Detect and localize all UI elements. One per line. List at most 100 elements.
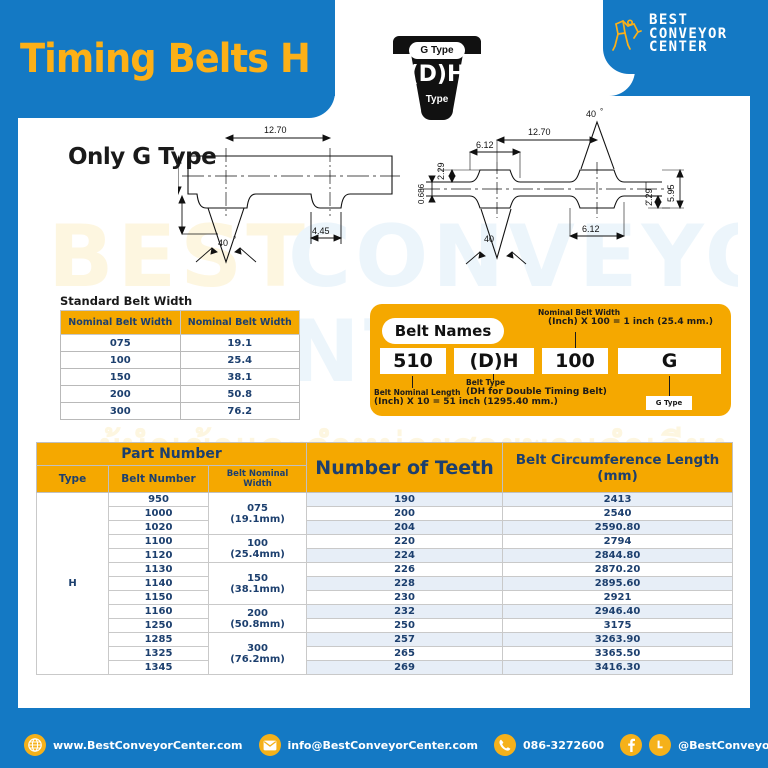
standard-belt-width-table: Nominal Belt Width Nominal Belt Width 07… [60, 310, 300, 420]
note-g-type: G Type [646, 396, 692, 410]
nominal-width-mm: (25.4mm) [230, 548, 285, 560]
conveyor-figure-icon [612, 19, 642, 51]
belt-profile-diagram-single: 12.70 2.30 2.29 40 ° [178, 125, 400, 264]
line-icon[interactable] [649, 734, 672, 756]
std-cell-code: 100 [60, 351, 181, 369]
table-row: 1345 269 3416.30 [37, 660, 734, 675]
cell-belt-number: 1285 [108, 632, 209, 647]
leader-type [493, 374, 494, 380]
std-cell-mm: 19.1 [179, 334, 300, 352]
std-cell-mm: 50.8 [179, 385, 300, 403]
cell-number-of-teeth: 265 [306, 646, 504, 661]
leader-width [575, 332, 576, 348]
std-cell-mm: 76.2 [179, 402, 300, 420]
std-cell-code: 075 [60, 334, 181, 352]
table-row: 1100 100 (25.4mm) 220 2794 [37, 534, 734, 563]
note-belt-type: Belt Type (DH for Double Timing Belt) [466, 378, 607, 399]
cell-belt-number: 1120 [108, 548, 209, 563]
std-th-nominal-mm: Nominal Belt Width [179, 310, 300, 335]
logo-line-1: BEST [649, 12, 689, 28]
cell-circumference: 2413 [502, 492, 734, 507]
std-cell-code: 200 [60, 385, 181, 403]
cell-number-of-teeth: 204 [306, 520, 504, 535]
nominal-width-code: 200 [247, 607, 268, 619]
dim-depth-bottom-label: 2.29 [644, 188, 654, 206]
belt-specification-table: Part Number Number of Teeth Belt Circumf… [35, 442, 734, 675]
main-table-body: H 950 075 (19.1mm) 190 2413 1000 200 2540 1020 204… [36, 492, 734, 675]
nominal-width-mm: (76.2mm) [230, 653, 285, 665]
dim-angle-degree: ° [233, 235, 236, 244]
std-cell-mm: 38.1 [179, 368, 300, 386]
std-table-row: 150 38.1 [60, 368, 300, 386]
nominal-width-mm: (50.8mm) [230, 618, 285, 630]
belt-name-part-type: (D)H [454, 348, 534, 374]
logo-text: BEST CONVEYOR CENTER [649, 12, 728, 55]
cell-belt-number: 1150 [108, 590, 209, 605]
content-sheet: BEST CONVEYOR CENTER ผู้นำเข้าและจำหน่าย… [18, 96, 750, 708]
dim-pitch-right-label: 12.70 [528, 127, 551, 137]
note-nominal-length: Belt Nominal Length (Inch) X 10 = 51 inc… [374, 388, 558, 409]
main-table-wrapper: Part Number Number of Teeth Belt Circumf… [35, 442, 734, 675]
cell-number-of-teeth: 232 [306, 604, 504, 619]
th-part-number-group: Part Number [35, 442, 308, 466]
footer-email[interactable]: info@BestConveyorCenter.com [287, 738, 479, 752]
cell-nominal-width: 150 (38.1mm) [207, 562, 308, 605]
table-row: 1000 200 2540 [37, 506, 734, 521]
leader-length [412, 376, 413, 388]
page-header: Timing Belts H G Type (D)H Type [0, 0, 768, 120]
cell-number-of-teeth: 224 [306, 548, 504, 563]
cell-circumference: 2895.60 [502, 576, 734, 591]
cell-belt-number: 1160 [108, 604, 209, 619]
cell-belt-number: 1325 [108, 646, 209, 661]
footer-website[interactable]: www.BestConveyorCenter.com [53, 738, 243, 752]
cell-number-of-teeth: 230 [306, 590, 504, 605]
cell-number-of-teeth: 228 [306, 576, 504, 591]
cell-circumference: 3263.90 [502, 632, 734, 647]
std-table-header-row: Nominal Belt Width Nominal Belt Width [60, 310, 300, 335]
cell-nominal-width: 300 (76.2mm) [207, 632, 308, 675]
table-row: 1140 228 2895.60 [37, 576, 734, 591]
std-table-row: 075 19.1 [60, 334, 300, 352]
title-block: Timing Belts H [0, 0, 335, 118]
belt-type-badge: G Type (D)H Type [393, 32, 481, 122]
main-table-sub-header-row: Type Belt Number Belt Nominal Width [36, 465, 733, 493]
cell-circumference: 2946.40 [502, 604, 734, 619]
footer-social[interactable]: @BestConveyorCenter [678, 738, 768, 752]
phone-icon [494, 734, 517, 756]
cell-circumference: 2540 [502, 506, 734, 521]
cell-circumference: 2870.20 [502, 562, 734, 577]
cell-belt-number: 1345 [108, 660, 209, 675]
dim-angle-bottom-label: 40 [484, 234, 494, 244]
header-blue-right-panel [603, 0, 768, 74]
std-table-row: 200 50.8 [60, 385, 300, 403]
belt-name-part-length: 510 [380, 348, 446, 374]
note-belt-type-l1: Belt Type [466, 378, 506, 387]
note-nominal-width-l2: (Inch) X 100 = 1 inch (25.4 mm.) [548, 317, 714, 328]
facebook-icon[interactable] [620, 734, 643, 756]
cell-circumference: 2794 [502, 534, 734, 549]
cell-type: H [36, 492, 109, 675]
standard-belt-width-heading: Standard Belt Width [60, 294, 193, 308]
table-row: 1130 150 (38.1mm) 226 2870.20 [37, 562, 734, 605]
cell-circumference: 3365.50 [502, 646, 734, 661]
cell-circumference: 3175 [502, 618, 734, 633]
cell-number-of-teeth: 190 [306, 492, 504, 507]
table-row: 1325 265 3365.50 [37, 646, 734, 661]
cell-number-of-teeth: 257 [306, 632, 504, 647]
cell-number-of-teeth: 269 [306, 660, 504, 675]
footer-phone[interactable]: 086-3272600 [523, 738, 605, 752]
table-row: 1285 300 (76.2mm) 257 3263.90 [37, 632, 734, 675]
note-nominal-width: Nominal Belt Width (Inch) X 100 = 1 inch… [538, 308, 713, 329]
belt-name-part-width: 100 [542, 348, 608, 374]
th-circumference: Belt Circumference Length (mm) [502, 442, 734, 493]
cell-number-of-teeth: 250 [306, 618, 504, 633]
cell-circumference: 2844.80 [502, 548, 734, 563]
std-table-row: 300 76.2 [60, 402, 300, 420]
email-icon [258, 734, 281, 756]
badge-g-type-pill: G Type [409, 42, 465, 59]
nominal-width-mm: (38.1mm) [230, 583, 285, 595]
nominal-width-code: 075 [247, 502, 268, 514]
belt-names-title: Belt Names [382, 318, 504, 344]
nominal-width-code: 150 [247, 572, 268, 584]
dim-pitch-label: 12.70 [264, 125, 287, 135]
